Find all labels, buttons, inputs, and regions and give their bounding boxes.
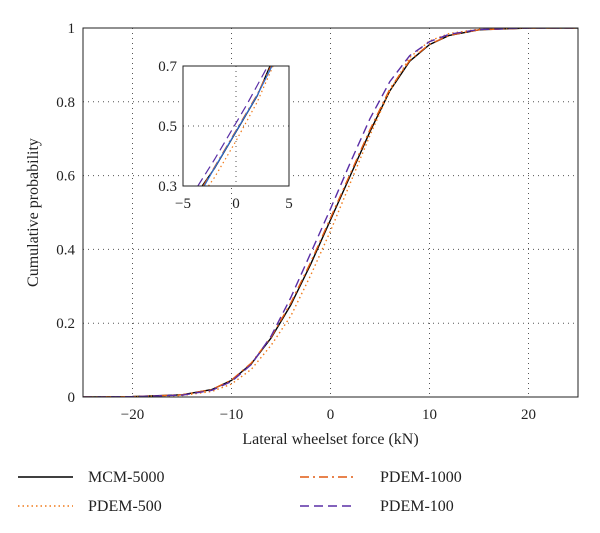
inset-x-tick-label: −5	[175, 196, 191, 212]
x-axis-label: Lateral wheelset force (kN)	[242, 431, 418, 448]
main-x-tick-label: −20	[121, 407, 144, 423]
inset-frame	[182, 65, 290, 187]
legend-label: MCM-5000	[88, 469, 164, 486]
main-x-tick-label: 10	[422, 407, 437, 423]
main-y-tick-label: 0.8	[56, 95, 75, 111]
main-frame	[82, 27, 579, 398]
main-y-tick-label: 0.6	[56, 169, 75, 185]
main-x-tick-label: 20	[521, 407, 536, 423]
main-y-tick-label: 0.4	[56, 242, 75, 258]
inset-y-tick-label: 0.7	[158, 59, 177, 75]
legend-item: PDEM-100	[300, 498, 454, 515]
legend-label: PDEM-500	[88, 498, 162, 515]
main-x-tick-label: 0	[327, 407, 335, 423]
legend-item: PDEM-500	[18, 498, 162, 515]
inset-series-series-4	[203, 66, 273, 186]
inset-series-pdem-100-3	[197, 66, 269, 186]
main-series-group	[83, 28, 578, 397]
main-y-tick-label: 0	[68, 390, 76, 406]
inset-plot: −5 0 5 0.3 0.5 0.7	[158, 59, 293, 212]
legend-item: PDEM-1000	[300, 469, 462, 486]
main-y-tick-label: 1	[68, 21, 76, 37]
legend-item: MCM-5000	[18, 469, 164, 486]
legend: MCM-5000 PDEM-1000 PDEM-500 PDEM-100	[18, 469, 462, 515]
main-y-tick-label: 0.2	[56, 316, 75, 332]
inset-y-tick-label: 0.3	[158, 179, 177, 195]
inset-y-tick-label: 0.5	[158, 119, 177, 135]
main-series-pdem-100-3	[83, 28, 578, 397]
main-x-tick-label: −10	[220, 407, 243, 423]
main-plot-area	[83, 28, 578, 397]
main-plot: −20 −10 0 10 20 0 0.2 0.4 0.6 0.8 1	[56, 21, 579, 423]
y-axis-label: Cumulative probability	[25, 138, 42, 287]
legend-label: PDEM-1000	[380, 469, 462, 486]
legend-label: PDEM-100	[380, 498, 454, 515]
inset-series-group	[197, 66, 274, 186]
main-series-pdem-1000-1	[83, 28, 578, 397]
inset-x-tick-label: 0	[232, 196, 240, 212]
inset-x-tick-label: 5	[285, 196, 293, 212]
